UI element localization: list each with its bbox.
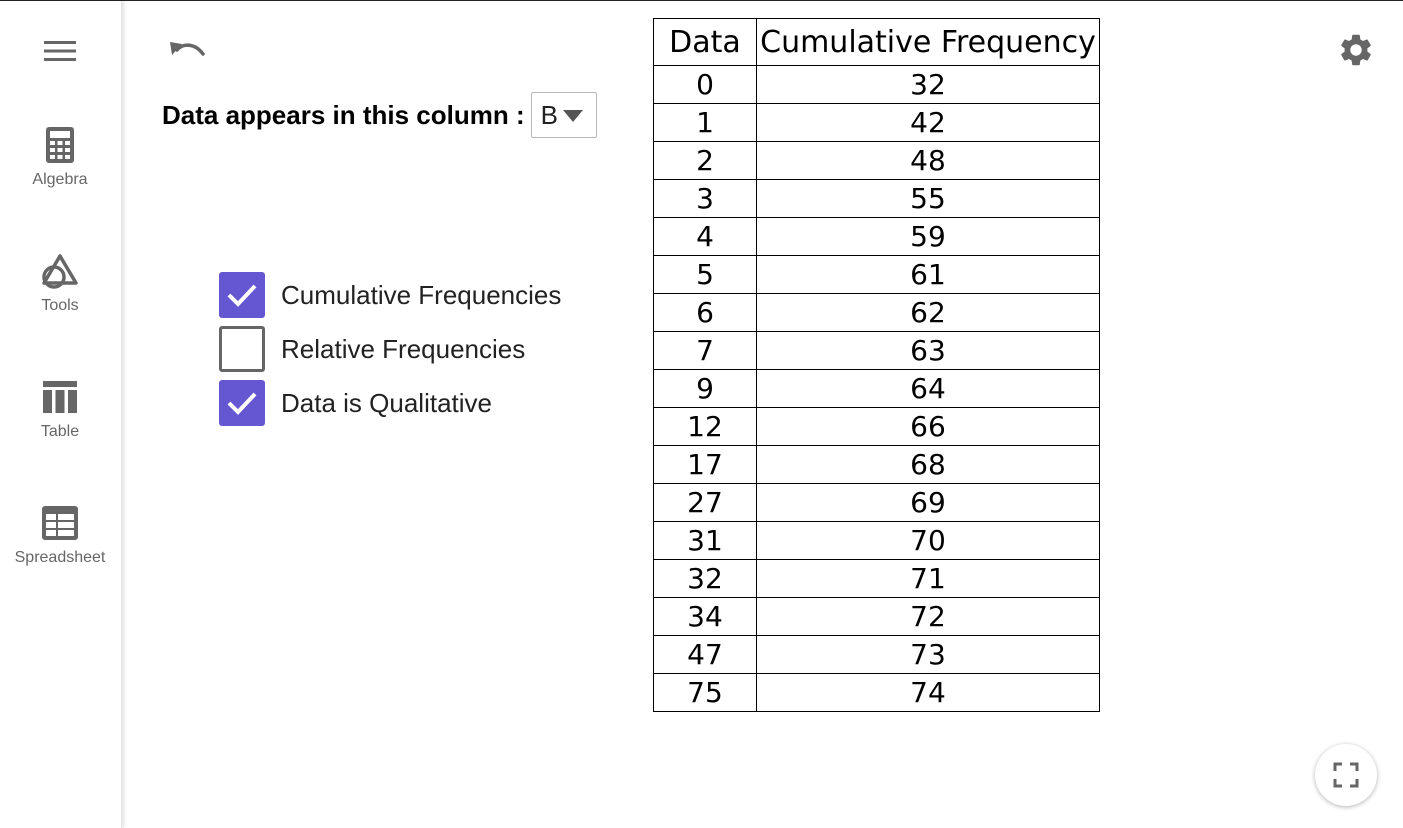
table-row: 32 71: [653, 559, 1100, 598]
data-cell: 32: [653, 559, 757, 598]
table-row: 12 66: [653, 407, 1100, 446]
data-cell: 9: [653, 369, 757, 408]
checkbox-label: Relative Frequencies: [281, 333, 526, 364]
calculator-icon: [40, 125, 80, 165]
data-cell: 75: [653, 673, 757, 712]
checkmark-icon: [227, 284, 257, 307]
sidebar-item-label: Table: [40, 423, 80, 440]
relative-frequencies-option[interactable]: Relative Frequencies: [219, 326, 525, 372]
cumulative-frequency-cell: 55: [756, 179, 1100, 218]
fullscreen-button[interactable]: [1315, 744, 1377, 806]
hamburger-menu-icon: [44, 41, 76, 61]
table-row: 3 55: [653, 179, 1100, 218]
cumulative-frequency-cell: 73: [756, 635, 1100, 674]
cumulative-frequency-cell: 63: [756, 331, 1100, 370]
sidebar: Algebra Tools Table: [0, 1, 122, 828]
table-row: 4 59: [653, 217, 1100, 256]
shapes-icon: [40, 251, 80, 291]
column-selector-row: Data appears in this column : B: [162, 92, 597, 138]
data-cell: 34: [653, 597, 757, 636]
checkbox-label: Cumulative Frequencies: [281, 279, 562, 310]
checkbox-label: Data is Qualitative: [281, 387, 492, 418]
cumulative-frequency-cell: 32: [756, 65, 1100, 104]
data-is-qualitative-checkbox[interactable]: [219, 380, 265, 426]
data-cell: 3: [653, 179, 757, 218]
data-cell: 1: [653, 103, 757, 142]
settings-button[interactable]: [1334, 28, 1378, 72]
header-data: Data: [653, 18, 757, 66]
cumulative-frequency-cell: 59: [756, 217, 1100, 256]
sidebar-item-tools[interactable]: Tools: [0, 251, 120, 341]
data-cell: 2: [653, 141, 757, 180]
undo-icon: [170, 42, 205, 56]
column-selector-label: Data appears in this column :: [162, 99, 525, 130]
table-header-row: Data Cumulative Frequency: [653, 18, 1100, 66]
data-cell: 17: [653, 445, 757, 484]
cumulative-frequency-cell: 64: [756, 369, 1100, 408]
data-cell: 27: [653, 483, 757, 522]
sidebar-item-algebra[interactable]: Algebra: [0, 125, 120, 215]
table-row: 75 74: [653, 673, 1100, 712]
table-body: 0 32 1 42 2 48 3 55 4 59 5 61 6 62 7 63 9 64 12 66 17 68 27 69 3…: [653, 65, 1100, 712]
checkmark-icon: [227, 392, 257, 415]
table-row: 1 42: [653, 103, 1100, 142]
table-row: 17 68: [653, 445, 1100, 484]
data-cell: 4: [653, 217, 757, 256]
table-row: 9 64: [653, 369, 1100, 408]
fullscreen-icon: [1333, 762, 1359, 788]
table-icon: [40, 377, 80, 417]
data-cell: 5: [653, 255, 757, 294]
sidebar-item-spreadsheet[interactable]: Spreadsheet: [0, 503, 120, 593]
data-cell: 12: [653, 407, 757, 446]
sidebar-item-table[interactable]: Table: [0, 377, 120, 467]
table-row: 34 72: [653, 597, 1100, 636]
sidebar-item-label: Tools: [41, 297, 79, 314]
table-row: 47 73: [653, 635, 1100, 674]
gear-icon: [1341, 34, 1371, 66]
dropdown-arrow-icon: [562, 110, 583, 122]
window-top-border: [0, 0, 1403, 1]
undo-button[interactable]: [166, 36, 208, 66]
table-row: 6 62: [653, 293, 1100, 332]
frequency-table: Data Cumulative Frequency 0 32 1 42 2 48 3 55 4 5…: [653, 18, 1100, 712]
cumulative-frequency-cell: 70: [756, 521, 1100, 560]
table-row: 27 69: [653, 483, 1100, 522]
cumulative-frequency-cell: 42: [756, 103, 1100, 142]
data-cell: 47: [653, 635, 757, 674]
data-is-qualitative-option[interactable]: Data is Qualitative: [219, 380, 492, 426]
cumulative-frequency-cell: 68: [756, 445, 1100, 484]
sidebar-item-label: Algebra: [32, 171, 88, 188]
cumulative-frequency-cell: 69: [756, 483, 1100, 522]
data-cell: 0: [653, 65, 757, 104]
cumulative-frequency-cell: 61: [756, 255, 1100, 294]
table-row: 31 70: [653, 521, 1100, 560]
data-cell: 6: [653, 293, 757, 332]
cumulative-frequency-cell: 71: [756, 559, 1100, 598]
sidebar-item-label: Spreadsheet: [14, 549, 106, 566]
column-dropdown-value: B: [540, 99, 558, 130]
spreadsheet-icon: [40, 503, 80, 543]
column-dropdown[interactable]: B: [530, 92, 597, 138]
cumulative-frequency-cell: 74: [756, 673, 1100, 712]
cumulative-frequency-cell: 48: [756, 141, 1100, 180]
cumulative-frequency-cell: 66: [756, 407, 1100, 446]
cumulative-frequencies-option[interactable]: Cumulative Frequencies: [219, 272, 561, 318]
table-row: 2 48: [653, 141, 1100, 180]
data-cell: 31: [653, 521, 757, 560]
header-cumulative-frequency: Cumulative Frequency: [756, 18, 1100, 66]
relative-frequencies-checkbox[interactable]: [219, 326, 265, 372]
cumulative-frequency-cell: 62: [756, 293, 1100, 332]
table-row: 5 61: [653, 255, 1100, 294]
table-row: 7 63: [653, 331, 1100, 370]
data-cell: 7: [653, 331, 757, 370]
cumulative-frequencies-checkbox[interactable]: [219, 272, 265, 318]
cumulative-frequency-cell: 72: [756, 597, 1100, 636]
menu-button[interactable]: [40, 37, 80, 65]
table-row: 0 32: [653, 65, 1100, 104]
